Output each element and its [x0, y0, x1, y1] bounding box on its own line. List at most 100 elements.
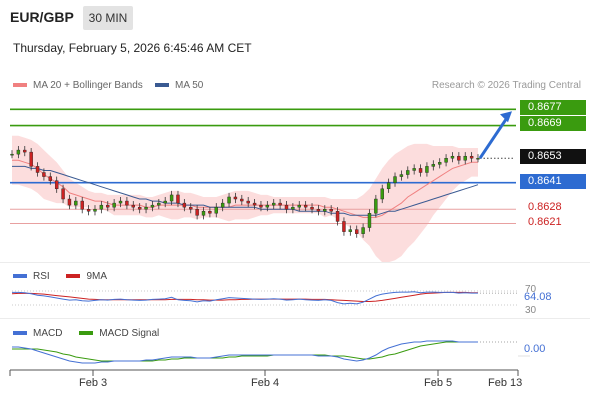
candle-body [303, 204, 308, 208]
candle-body [48, 176, 53, 181]
rsi-line [12, 291, 478, 305]
candle-body [169, 194, 174, 202]
rsi-signal-label: 9MA [86, 271, 108, 282]
candle-body [335, 211, 340, 222]
rsi-label: RSI [33, 271, 50, 282]
candle-body [74, 200, 78, 206]
candle-body [150, 204, 155, 208]
rsi-value: 64.08 [524, 291, 552, 303]
candle-body [23, 149, 27, 153]
rsi-signal-line [11, 291, 478, 302]
candle-body [310, 206, 314, 210]
candle-body [182, 202, 187, 208]
macd-legend: MACD MACD Signal [13, 328, 159, 339]
candle-body [316, 209, 321, 212]
candle-body [278, 202, 282, 206]
candle-body [291, 206, 295, 210]
candle-body [297, 204, 301, 208]
candle-body [323, 209, 327, 212]
candle-body [386, 182, 391, 190]
timeframe-button[interactable]: 30 MIN [83, 6, 133, 30]
level-label-r1: 0.8669 [520, 116, 586, 131]
candle-body [272, 202, 276, 206]
candle-body [144, 206, 148, 210]
candle-body [99, 204, 104, 210]
candle-body [393, 176, 397, 183]
candle-body [469, 155, 474, 159]
separator-rsi-macd [0, 318, 590, 319]
projection-arrow-shaft [478, 115, 510, 160]
macd-signal-label: MACD Signal [99, 328, 160, 339]
macd-label: MACD [33, 328, 63, 339]
candle-body [163, 200, 167, 204]
candle-body [208, 211, 212, 214]
candle-body [233, 196, 238, 200]
candle-body [444, 158, 448, 163]
rsi-level-70: 70 [525, 284, 537, 295]
ma50-line [12, 165, 479, 216]
legend-ma50: MA 50 [155, 80, 203, 91]
ma20-line [12, 159, 478, 218]
candle-body [93, 209, 97, 212]
ma20-swatch [13, 83, 27, 88]
rsi-legend: RSI 9MA [13, 271, 107, 282]
candle-body [137, 206, 142, 210]
candle-body [329, 209, 333, 212]
candle-body [214, 206, 218, 214]
candle-body [131, 204, 135, 208]
candle-body [189, 206, 193, 210]
x-tick-feb4: Feb 4 [251, 377, 280, 389]
datetime-label: Thursday, February 5, 2026 6:45:46 AM CE… [13, 41, 252, 55]
candle-body [361, 227, 365, 234]
candle-body [246, 200, 250, 204]
projection-arrow-head [500, 111, 512, 123]
candle-body [437, 162, 442, 165]
candle-body [29, 151, 33, 167]
candle-body [431, 164, 436, 167]
macd-line [12, 340, 478, 364]
candle-body [374, 198, 378, 214]
candle-body [86, 209, 91, 212]
candle-body [10, 153, 14, 156]
rsi-signal-swatch [66, 274, 81, 279]
candle-body [450, 155, 455, 159]
candle-body [380, 188, 384, 200]
symbol-title: EUR/GBP [10, 9, 74, 25]
legend-ma20: MA 20 + Bollinger Bands [13, 80, 143, 91]
legend-ma50-label: MA 50 [175, 80, 204, 91]
candle-body [227, 196, 231, 204]
x-tick-feb5: Feb 5 [424, 377, 453, 389]
candle-body [259, 204, 263, 208]
candle-body [201, 211, 206, 216]
candle-body [195, 209, 199, 216]
candle-body [425, 166, 429, 173]
candle-body [176, 194, 180, 204]
candle-body [399, 174, 404, 177]
candle-body [80, 200, 84, 210]
pivot-label: 0.8641 [520, 174, 586, 189]
candle-body [252, 202, 257, 206]
candle-body [54, 180, 59, 190]
macd-value: 0.00 [524, 343, 546, 355]
x-tick-feb13: Feb 13 [488, 377, 523, 389]
level-label-s2: 0.8621 [528, 216, 562, 228]
macd-signal-swatch [79, 331, 94, 336]
legend-ma20-label: MA 20 + Bollinger Bands [33, 80, 143, 91]
candle-body [125, 200, 129, 206]
candle-body [367, 213, 372, 228]
candle-body [220, 202, 225, 208]
candle-body [463, 155, 467, 161]
candle-body [157, 202, 161, 206]
candle-body [118, 200, 123, 204]
candle-body [61, 188, 65, 200]
candle-body [348, 229, 353, 232]
candle-body [406, 170, 410, 175]
candle-body [35, 166, 40, 173]
research-credit: Research © 2026 Trading Central [431, 80, 581, 91]
rsi-level-30: 30 [525, 305, 537, 316]
separator-main-rsi [0, 262, 590, 263]
candle-body [412, 168, 416, 171]
candle-body [42, 172, 46, 177]
last-price-label: 0.8653 [520, 149, 586, 164]
